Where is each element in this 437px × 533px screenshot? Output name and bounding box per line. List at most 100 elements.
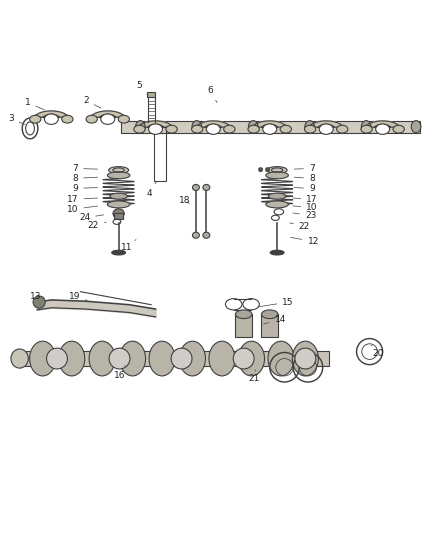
Text: 13: 13 bbox=[31, 292, 48, 301]
Ellipse shape bbox=[109, 167, 128, 174]
Ellipse shape bbox=[118, 115, 129, 123]
Ellipse shape bbox=[113, 209, 124, 219]
Bar bbox=[19, 351, 329, 366]
Ellipse shape bbox=[192, 120, 201, 133]
Ellipse shape bbox=[376, 124, 389, 134]
Ellipse shape bbox=[112, 250, 125, 255]
Ellipse shape bbox=[236, 310, 252, 319]
Ellipse shape bbox=[110, 193, 127, 199]
Text: 22: 22 bbox=[88, 221, 106, 230]
Text: 14: 14 bbox=[264, 315, 286, 324]
Ellipse shape bbox=[135, 120, 145, 133]
Text: 22: 22 bbox=[290, 222, 310, 231]
Text: 17: 17 bbox=[293, 195, 318, 204]
Polygon shape bbox=[138, 121, 173, 127]
Ellipse shape bbox=[149, 341, 175, 376]
Polygon shape bbox=[365, 121, 400, 127]
Ellipse shape bbox=[134, 125, 145, 133]
Ellipse shape bbox=[224, 125, 235, 133]
Ellipse shape bbox=[233, 348, 254, 369]
Text: 23: 23 bbox=[293, 211, 316, 220]
Ellipse shape bbox=[270, 250, 284, 255]
Ellipse shape bbox=[361, 120, 371, 133]
Text: 11: 11 bbox=[121, 239, 136, 252]
Ellipse shape bbox=[411, 120, 421, 133]
Ellipse shape bbox=[295, 348, 316, 369]
Ellipse shape bbox=[292, 341, 319, 376]
Ellipse shape bbox=[86, 115, 97, 123]
Bar bbox=[114, 213, 123, 219]
Ellipse shape bbox=[280, 125, 291, 133]
Ellipse shape bbox=[305, 120, 315, 133]
Ellipse shape bbox=[109, 348, 130, 369]
Bar bbox=[154, 127, 166, 181]
Ellipse shape bbox=[192, 184, 199, 190]
Ellipse shape bbox=[266, 201, 288, 208]
Ellipse shape bbox=[265, 167, 270, 172]
Ellipse shape bbox=[180, 341, 205, 376]
Ellipse shape bbox=[267, 167, 287, 174]
Ellipse shape bbox=[261, 310, 278, 319]
Bar bbox=[121, 120, 420, 133]
Text: 15: 15 bbox=[258, 297, 294, 307]
Ellipse shape bbox=[266, 172, 288, 179]
Ellipse shape bbox=[319, 124, 333, 134]
Text: 24: 24 bbox=[79, 213, 104, 222]
Ellipse shape bbox=[248, 125, 259, 133]
Bar bbox=[236, 314, 252, 337]
Text: 8: 8 bbox=[73, 174, 97, 183]
Ellipse shape bbox=[203, 232, 210, 238]
Bar bbox=[261, 314, 278, 337]
Ellipse shape bbox=[149, 124, 163, 134]
Ellipse shape bbox=[89, 341, 115, 376]
Ellipse shape bbox=[249, 120, 258, 133]
Ellipse shape bbox=[206, 124, 220, 134]
Ellipse shape bbox=[258, 167, 263, 172]
Ellipse shape bbox=[33, 296, 45, 308]
Polygon shape bbox=[253, 121, 287, 127]
Ellipse shape bbox=[45, 114, 58, 124]
Ellipse shape bbox=[11, 349, 28, 368]
Ellipse shape bbox=[239, 341, 264, 376]
Ellipse shape bbox=[30, 341, 55, 376]
Text: 5: 5 bbox=[137, 82, 148, 96]
Text: 7: 7 bbox=[73, 164, 97, 173]
Ellipse shape bbox=[62, 115, 73, 123]
Ellipse shape bbox=[30, 115, 41, 123]
Text: 16: 16 bbox=[114, 365, 125, 381]
Ellipse shape bbox=[101, 114, 115, 124]
Polygon shape bbox=[309, 121, 343, 127]
Ellipse shape bbox=[108, 172, 130, 179]
Bar bbox=[147, 92, 155, 97]
Text: 9: 9 bbox=[73, 184, 97, 193]
Ellipse shape bbox=[268, 193, 286, 199]
Text: 9: 9 bbox=[294, 184, 315, 193]
Ellipse shape bbox=[393, 125, 404, 133]
Ellipse shape bbox=[119, 341, 146, 376]
Text: 19: 19 bbox=[69, 292, 87, 301]
Ellipse shape bbox=[305, 125, 316, 133]
Text: 20: 20 bbox=[371, 345, 384, 358]
Ellipse shape bbox=[192, 232, 199, 238]
Ellipse shape bbox=[268, 341, 294, 376]
Ellipse shape bbox=[336, 125, 348, 133]
Text: 21: 21 bbox=[248, 370, 260, 383]
Ellipse shape bbox=[166, 125, 177, 133]
Ellipse shape bbox=[263, 124, 277, 134]
Text: 2: 2 bbox=[83, 96, 101, 108]
Text: 10: 10 bbox=[293, 203, 318, 212]
Text: 18: 18 bbox=[179, 196, 191, 205]
Ellipse shape bbox=[203, 184, 210, 190]
Text: 8: 8 bbox=[294, 174, 315, 183]
Ellipse shape bbox=[59, 341, 85, 376]
Text: 4: 4 bbox=[146, 182, 156, 198]
Ellipse shape bbox=[47, 348, 67, 369]
Ellipse shape bbox=[361, 125, 372, 133]
Ellipse shape bbox=[191, 125, 203, 133]
Text: 3: 3 bbox=[8, 115, 25, 124]
Ellipse shape bbox=[171, 348, 192, 369]
Polygon shape bbox=[196, 121, 231, 127]
Ellipse shape bbox=[209, 341, 235, 376]
Ellipse shape bbox=[108, 201, 130, 208]
Polygon shape bbox=[90, 111, 125, 117]
